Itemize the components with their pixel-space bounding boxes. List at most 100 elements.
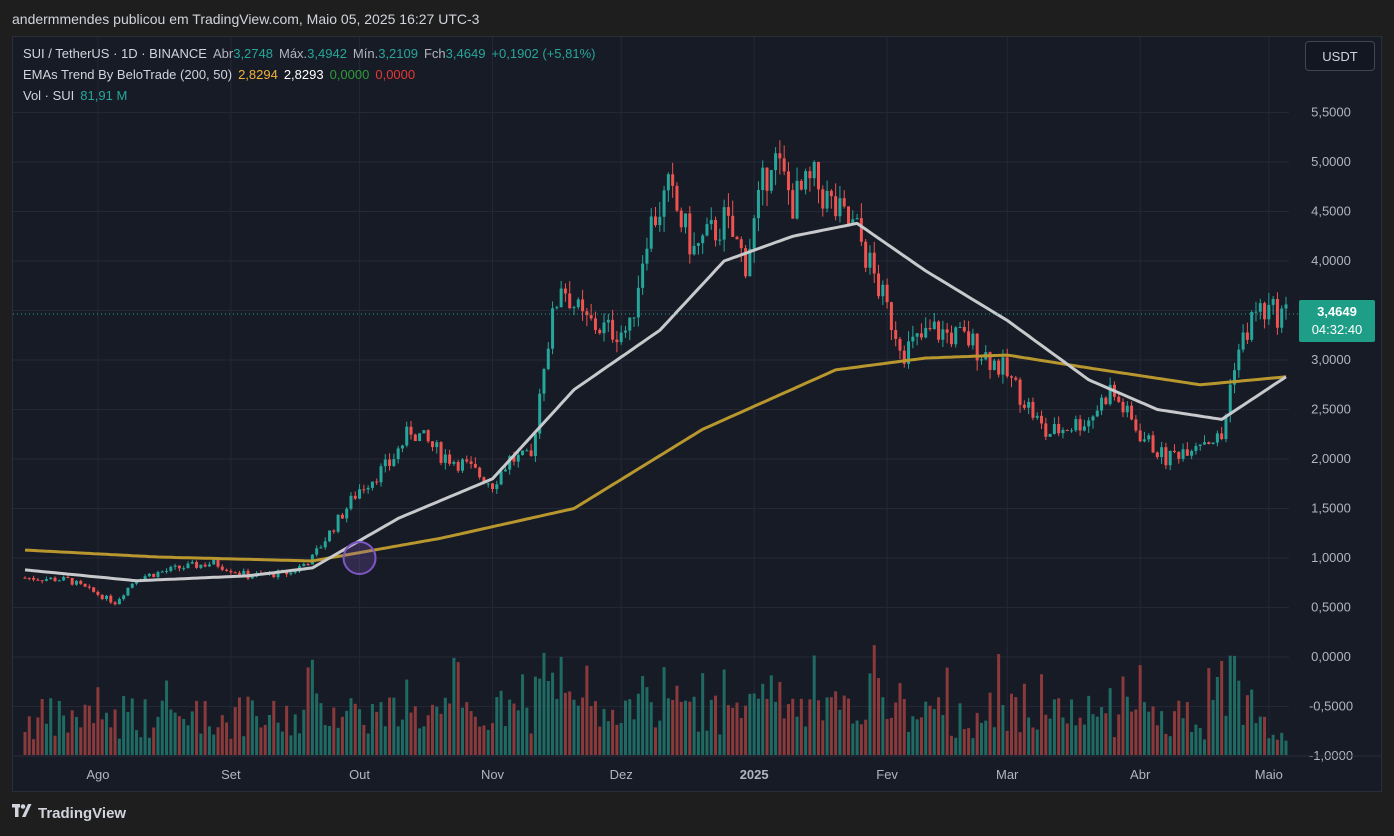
- price-chart[interactable]: 5,50005,00004,50004,00003,50003,00002,50…: [13, 37, 1381, 791]
- candle-body: [87, 586, 91, 588]
- volume-bar: [675, 685, 679, 755]
- volume-bar: [203, 701, 207, 755]
- volume-bar: [285, 705, 289, 755]
- volume-bar: [1250, 689, 1254, 755]
- candle-body: [422, 430, 426, 434]
- candle-body: [1091, 416, 1095, 421]
- volume-bar: [147, 737, 151, 755]
- candle-body: [1009, 376, 1013, 378]
- volume-bar: [87, 705, 91, 755]
- candle-body: [1215, 433, 1219, 443]
- volume-bar: [1241, 724, 1245, 755]
- volume-bar: [422, 726, 426, 755]
- volume-bar: [666, 698, 670, 755]
- x-tick-label: Fev: [876, 767, 898, 782]
- volume-bar: [838, 709, 842, 755]
- volume-bar: [576, 705, 580, 755]
- candle-body: [877, 273, 881, 297]
- y-tick-label: -0,5000: [1309, 699, 1353, 714]
- volume-bar: [135, 730, 139, 755]
- candle-body: [92, 587, 96, 592]
- candle-body: [195, 562, 199, 568]
- candle-body: [315, 548, 319, 555]
- volume-bar: [1181, 718, 1185, 755]
- candle-body: [1155, 452, 1159, 458]
- candle-body: [165, 570, 169, 572]
- candle-body: [1267, 304, 1271, 320]
- publish-caption: andermmendes publicou em TradingView.com…: [12, 11, 480, 27]
- volume-bar: [173, 712, 177, 755]
- volume-bar: [250, 700, 254, 755]
- volume-bar: [602, 708, 606, 755]
- x-tick-label: Mar: [996, 767, 1019, 782]
- volume-bar: [370, 703, 374, 755]
- candle-body: [928, 327, 932, 330]
- candle-body: [782, 158, 786, 172]
- chart-frame[interactable]: 5,50005,00004,50004,00003,50003,00002,50…: [12, 36, 1382, 792]
- volume-bar: [842, 695, 846, 755]
- volume-bar: [525, 707, 529, 755]
- volume-bar: [829, 697, 833, 755]
- candle-body: [495, 484, 499, 490]
- volume-label[interactable]: Vol · SUI: [23, 88, 75, 103]
- volume-bar: [237, 697, 241, 755]
- currency-button[interactable]: USDT: [1305, 41, 1375, 71]
- volume-bar: [229, 738, 233, 755]
- y-tick-label: 0,0000: [1311, 649, 1351, 664]
- candle-body: [1001, 357, 1005, 375]
- footer-brand[interactable]: TradingView: [12, 804, 126, 822]
- candle-body: [748, 248, 752, 277]
- volume-bar: [701, 673, 705, 755]
- candle-body: [654, 216, 657, 226]
- y-tick-label: 4,5000: [1311, 204, 1351, 219]
- candle-body: [907, 341, 911, 364]
- volume-bar: [70, 710, 74, 755]
- volume-bar: [808, 699, 812, 755]
- candle-body: [546, 348, 550, 370]
- candle-body: [559, 288, 563, 308]
- candle-body: [992, 360, 996, 370]
- ema-indicator-name[interactable]: EMAs Trend By BeloTrade (200, 50): [23, 67, 233, 82]
- volume-bar: [375, 711, 379, 755]
- volume-bar: [1035, 729, 1039, 755]
- candle-body: [919, 333, 923, 338]
- x-tick-label: Nov: [481, 767, 505, 782]
- candle-body: [345, 508, 349, 519]
- candle-body: [1185, 449, 1189, 456]
- symbol-label[interactable]: SUI / TetherUS · 1D · BINANCE: [23, 46, 207, 61]
- candle-body: [979, 359, 983, 361]
- candle-body: [177, 565, 181, 569]
- volume-bar: [302, 709, 306, 755]
- volume-bar: [735, 702, 739, 755]
- candle-body: [949, 332, 953, 345]
- candle-body: [551, 308, 555, 349]
- volume-bar: [190, 711, 194, 755]
- candle-body: [1245, 332, 1249, 340]
- volume-bar: [568, 691, 572, 755]
- candle-body: [521, 450, 525, 456]
- candle-body: [375, 481, 379, 483]
- change-value: +0,1902 (+5,81%): [491, 46, 596, 61]
- candle-body: [1018, 379, 1022, 405]
- volume-bar: [139, 737, 143, 755]
- volume-bar: [1168, 736, 1172, 755]
- volume-bar: [516, 710, 520, 755]
- candle-body: [216, 559, 220, 567]
- volume-bar: [654, 727, 657, 755]
- volume-bar: [684, 700, 688, 755]
- ema50-line: [24, 221, 1287, 583]
- candle-body: [688, 213, 692, 255]
- candle-body: [765, 167, 769, 191]
- volume-bar: [165, 680, 169, 755]
- volume-bar: [988, 692, 992, 755]
- candle-body: [623, 330, 627, 333]
- volume-bar: [847, 698, 851, 755]
- volume-bar: [495, 697, 499, 755]
- last-price-value: 3,4649: [1317, 304, 1357, 319]
- x-tick-label: Ago: [86, 767, 109, 782]
- candle-body: [1095, 410, 1099, 417]
- candle-body: [821, 189, 825, 209]
- candle-body: [658, 216, 662, 226]
- volume-bar: [1185, 702, 1189, 755]
- volume-bar: [413, 706, 417, 755]
